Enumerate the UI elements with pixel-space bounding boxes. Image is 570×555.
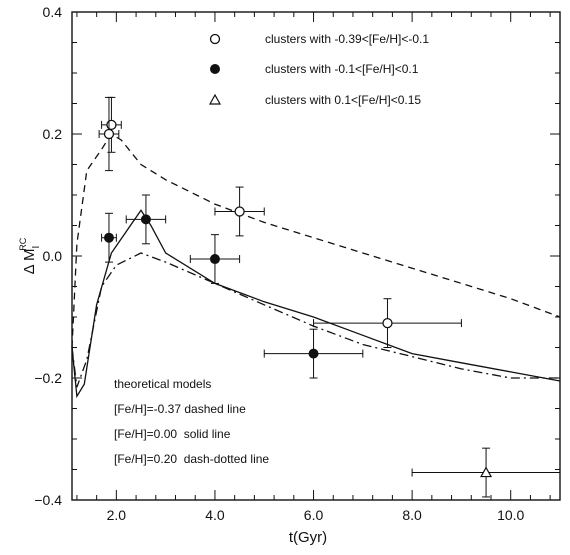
legend-marker-filled-circle	[210, 64, 220, 74]
x-tick-label: 8.0	[402, 507, 422, 523]
y-tick-label: 0.2	[43, 126, 63, 142]
data-point-open-circle	[382, 317, 393, 329]
legend-marker-open-triangle	[208, 93, 222, 105]
data-points	[98, 96, 561, 498]
model-line-solid	[71, 209, 561, 399]
data-point-filled-circle	[140, 214, 151, 225]
model-notes: theoretical models [Fe/H]=-0.37 dashed li…	[114, 377, 269, 466]
legend-marker-open-circle	[209, 33, 221, 45]
y-tick-label: 0.0	[43, 248, 63, 264]
model-note: theoretical models	[114, 377, 211, 391]
model-line-dashed	[71, 133, 561, 348]
data-point-open-triangle	[480, 466, 493, 478]
legend-label: clusters with -0.1<[Fe/H]<0.1	[265, 62, 419, 76]
legend: clusters with -0.39<[Fe/H]<-0.1 clusters …	[208, 32, 429, 107]
model-note: [Fe/H]=0.20 dash-dotted line	[114, 452, 269, 466]
data-point-open-circle	[106, 119, 117, 130]
axis-ticks: 2.0 4.0 6.0 8.0 10.0 0.4 0.2 0.0 −0.2 −0.4	[34, 4, 560, 523]
data-point-open-circle	[103, 128, 115, 140]
data-point-filled-circle	[209, 254, 220, 265]
svg-text:Δ MIRC: Δ MIRC	[18, 237, 42, 274]
model-lines	[71, 133, 561, 399]
legend-label: clusters with 0.1<[Fe/H]<0.15	[265, 93, 421, 107]
y-axis-label-sup: RC	[18, 237, 28, 250]
data-point-open-circle	[234, 206, 245, 217]
y-tick-label: 0.4	[43, 4, 63, 20]
model-note: [Fe/H]=0.00 solid line	[114, 427, 231, 441]
y-tick-label: −0.4	[34, 492, 62, 508]
model-line-dash-dot	[71, 252, 560, 388]
y-axis-label-sub: I	[31, 246, 42, 249]
x-axis-label: t(Gyr)	[289, 529, 327, 546]
model-note: [Fe/H]=-0.37 dashed line	[114, 402, 246, 416]
y-axis-label-main: Δ M	[21, 248, 38, 274]
x-tick-label: 2.0	[107, 507, 127, 523]
data-point-filled-circle	[308, 348, 319, 359]
y-axis-label: Δ MIRC	[18, 237, 42, 274]
x-tick-label: 6.0	[304, 507, 324, 523]
x-tick-label: 4.0	[205, 507, 225, 523]
x-tick-label: 10.0	[497, 507, 524, 523]
data-point-filled-circle	[103, 232, 114, 243]
legend-label: clusters with -0.39<[Fe/H]<-0.1	[265, 32, 429, 46]
y-tick-label: −0.2	[34, 370, 62, 386]
